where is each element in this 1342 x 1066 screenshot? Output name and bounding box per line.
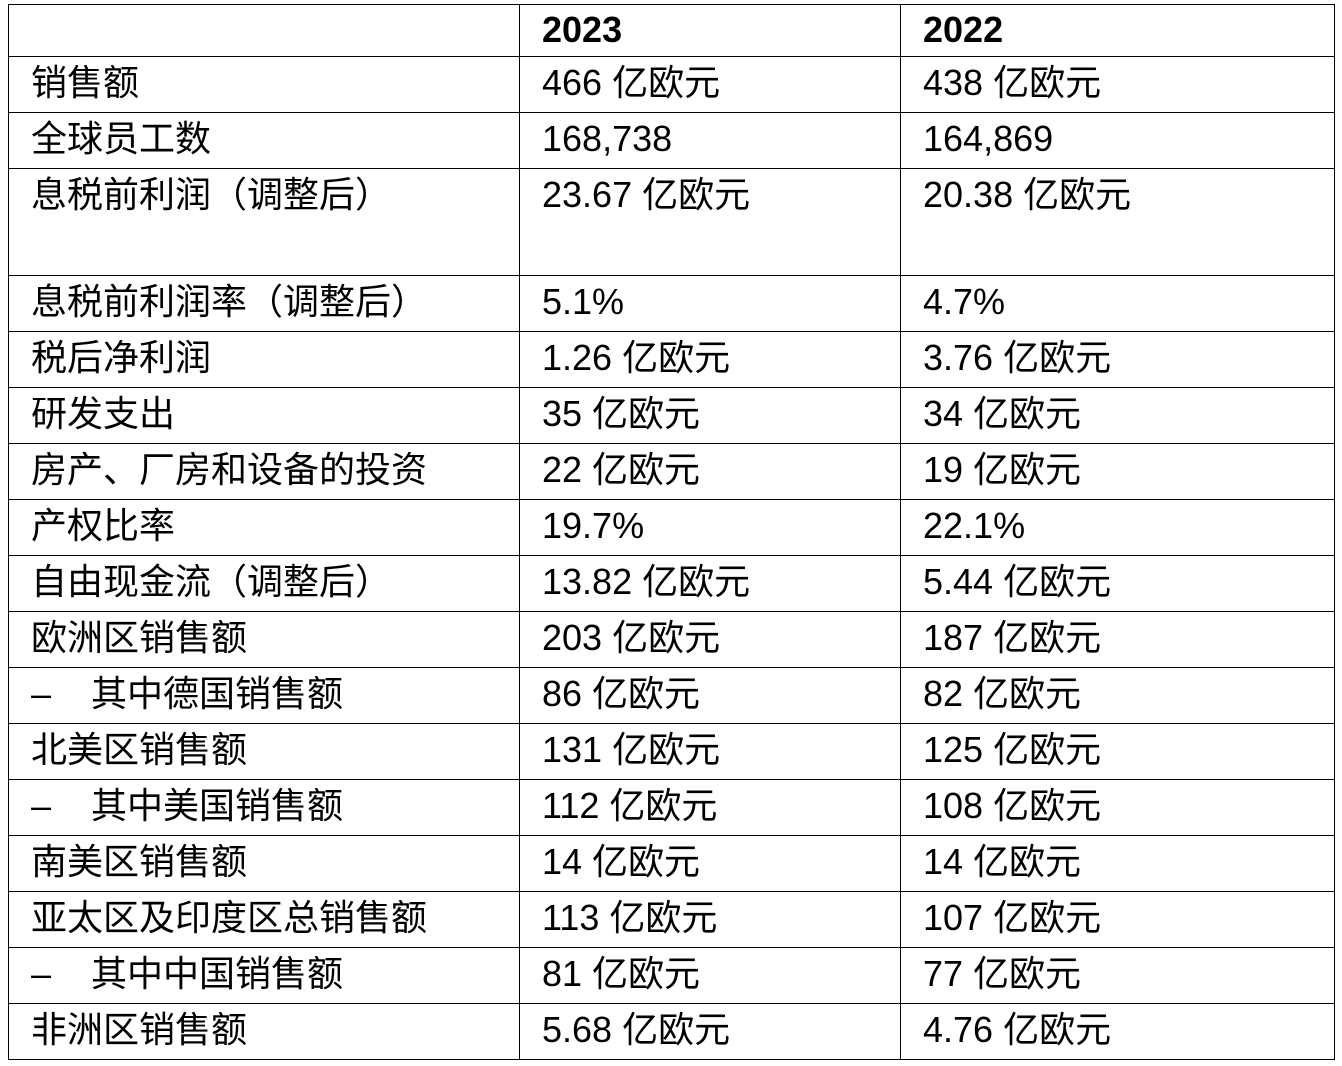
value-cell: 112 亿欧元: [519, 779, 901, 836]
value-cell: 187 亿欧元: [900, 611, 1335, 668]
table-row: 北美区销售额 131 亿欧元 125 亿欧元: [8, 723, 1335, 780]
row-label: 非洲区销售额: [8, 1003, 520, 1060]
value-cell: 22 亿欧元: [519, 443, 901, 500]
value-cell: 5.68 亿欧元: [519, 1003, 901, 1060]
row-label: 北美区销售额: [8, 723, 520, 780]
value-cell: 168,738: [519, 112, 901, 169]
table-row: 自由现金流（调整后） 13.82 亿欧元 5.44 亿欧元: [8, 555, 1335, 612]
value-cell: 13.82 亿欧元: [519, 555, 901, 612]
table-row: – 其中美国销售额 112 亿欧元 108 亿欧元: [8, 779, 1335, 836]
value-cell: 5.44 亿欧元: [900, 555, 1335, 612]
row-label: 全球员工数: [8, 112, 520, 169]
row-label: 息税前利润率（调整后）: [8, 275, 520, 332]
header-cell: 2023: [519, 4, 901, 57]
table-row: 产权比率 19.7% 22.1%: [8, 499, 1335, 556]
financial-table: 2023 2022 销售额 466 亿欧元 438 亿欧元 全球员工数 168,738 1…: [8, 4, 1335, 1060]
value-cell: 466 亿欧元: [519, 56, 901, 113]
row-label: 自由现金流（调整后）: [8, 555, 520, 612]
value-cell: 3.76 亿欧元: [900, 331, 1335, 388]
table-row: 欧洲区销售额 203 亿欧元 187 亿欧元: [8, 611, 1335, 668]
value-cell: 125 亿欧元: [900, 723, 1335, 780]
value-cell: 86 亿欧元: [519, 667, 901, 724]
row-label: – 其中美国销售额: [8, 779, 520, 836]
table-row: 研发支出 35 亿欧元 34 亿欧元: [8, 387, 1335, 444]
value-cell: 23.67 亿欧元: [519, 168, 901, 276]
table-row: 房产、厂房和设备的投资 22 亿欧元 19 亿欧元: [8, 443, 1335, 500]
header-cell: 2022: [900, 4, 1335, 57]
row-label: 息税前利润（调整后）: [8, 168, 520, 276]
header-cell: [8, 4, 520, 57]
value-cell: 4.7%: [900, 275, 1335, 332]
value-cell: 131 亿欧元: [519, 723, 901, 780]
table-row: 息税前利润（调整后） 23.67 亿欧元 20.38 亿欧元: [8, 168, 1335, 276]
row-label: 研发支出: [8, 387, 520, 444]
table-row: 息税前利润率（调整后） 5.1% 4.7%: [8, 275, 1335, 332]
row-label: – 其中德国销售额: [8, 667, 520, 724]
value-cell: 203 亿欧元: [519, 611, 901, 668]
value-cell: 5.1%: [519, 275, 901, 332]
value-cell: 19.7%: [519, 499, 901, 556]
row-label: 产权比率: [8, 499, 520, 556]
row-label: 房产、厂房和设备的投资: [8, 443, 520, 500]
table-row: 销售额 466 亿欧元 438 亿欧元: [8, 56, 1335, 113]
value-cell: 34 亿欧元: [900, 387, 1335, 444]
value-cell: 4.76 亿欧元: [900, 1003, 1335, 1060]
row-label: – 其中中国销售额: [8, 947, 520, 1004]
value-cell: 1.26 亿欧元: [519, 331, 901, 388]
row-label: 南美区销售额: [8, 835, 520, 892]
table-row: 全球员工数 168,738 164,869: [8, 112, 1335, 169]
row-label: 销售额: [8, 56, 520, 113]
value-cell: 77 亿欧元: [900, 947, 1335, 1004]
header-row: 2023 2022: [8, 4, 1335, 57]
row-label: 欧洲区销售额: [8, 611, 520, 668]
row-label: 亚太区及印度区总销售额: [8, 891, 520, 948]
table-row: – 其中德国销售额 86 亿欧元 82 亿欧元: [8, 667, 1335, 724]
value-cell: 82 亿欧元: [900, 667, 1335, 724]
value-cell: 22.1%: [900, 499, 1335, 556]
value-cell: 14 亿欧元: [900, 835, 1335, 892]
value-cell: 14 亿欧元: [519, 835, 901, 892]
value-cell: 107 亿欧元: [900, 891, 1335, 948]
table-row: 南美区销售额 14 亿欧元 14 亿欧元: [8, 835, 1335, 892]
value-cell: 438 亿欧元: [900, 56, 1335, 113]
value-cell: 164,869: [900, 112, 1335, 169]
row-label: 税后净利润: [8, 331, 520, 388]
value-cell: 113 亿欧元: [519, 891, 901, 948]
table-row: – 其中中国销售额 81 亿欧元 77 亿欧元: [8, 947, 1335, 1004]
table-row: 税后净利润 1.26 亿欧元 3.76 亿欧元: [8, 331, 1335, 388]
value-cell: 108 亿欧元: [900, 779, 1335, 836]
value-cell: 35 亿欧元: [519, 387, 901, 444]
value-cell: 20.38 亿欧元: [900, 168, 1335, 276]
value-cell: 81 亿欧元: [519, 947, 901, 1004]
value-cell: 19 亿欧元: [900, 443, 1335, 500]
table-row: 亚太区及印度区总销售额 113 亿欧元 107 亿欧元: [8, 891, 1335, 948]
table-row: 非洲区销售额 5.68 亿欧元 4.76 亿欧元: [8, 1003, 1335, 1060]
table-body: 销售额 466 亿欧元 438 亿欧元 全球员工数 168,738 164,869 息税前利…: [8, 56, 1335, 1060]
